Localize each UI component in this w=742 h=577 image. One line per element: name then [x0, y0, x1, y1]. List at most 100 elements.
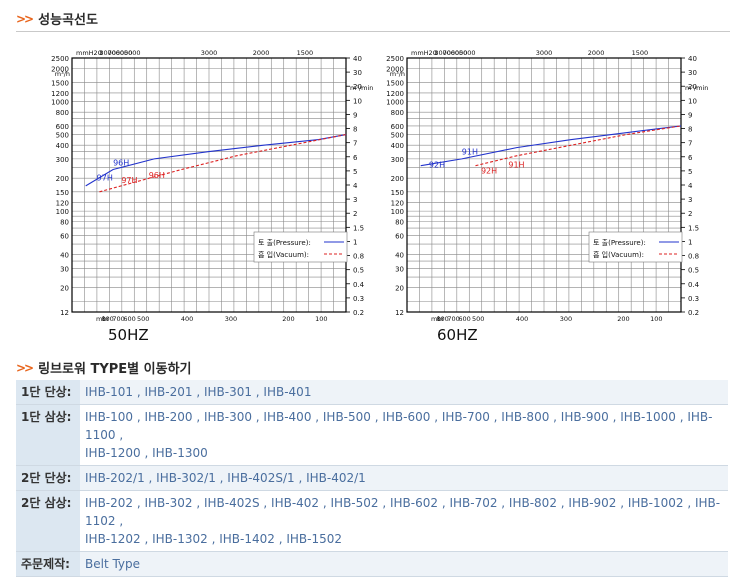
y2-tick-label: 2	[688, 210, 692, 218]
y-tick-label: 60	[395, 232, 404, 240]
y-tick-label: 20	[395, 285, 404, 293]
double-chevron-icon: >>	[16, 360, 34, 375]
y-tick-label: 30	[395, 265, 404, 273]
models-heading-label: 링브로워 TYPE별 이동하기	[38, 362, 192, 377]
y-tick-label: 300	[391, 156, 404, 164]
y-tick-label: 2500	[51, 55, 69, 63]
table-row: 2단 단상: IHB-202/1 , IHB-302/1 , IHB-402S/…	[16, 465, 728, 491]
row-label: 2단 삼상:	[16, 490, 80, 552]
y2-tick-label: 8	[688, 126, 692, 134]
model-links[interactable]: IHB-202/1 , IHB-302/1 , IHB-402S/1 , IHB…	[80, 465, 728, 491]
y2-tick-label: 4	[353, 182, 358, 190]
curve-annotation: 92H	[429, 161, 445, 170]
heading-divider	[16, 31, 730, 32]
x2-tick-label: 7000	[108, 49, 125, 57]
row-label: 2단 단상:	[16, 465, 80, 491]
y-tick-label: 600	[391, 123, 404, 131]
y2-tick-label: 7	[688, 140, 692, 148]
x-tick-label: 600	[123, 315, 135, 323]
y-tick-label: 20	[60, 285, 69, 293]
y-tick-label: 60	[60, 232, 69, 240]
hz-label-60: 60HZ	[437, 326, 478, 344]
y2-tick-label: 0.5	[688, 267, 699, 275]
y2-tick-label: 3	[353, 196, 357, 204]
top-unit: mmH2O	[411, 49, 438, 57]
y-tick-label: 2500	[386, 55, 404, 63]
y-unit-left: m³/h	[390, 70, 405, 78]
y-tick-label: 150	[391, 189, 404, 197]
model-links[interactable]: IHB-202 , IHB-302 , IHB-402S , IHB-402 ,…	[80, 490, 728, 552]
x-tick-label: 200	[282, 315, 294, 323]
y2-tick-label: 5	[353, 168, 357, 176]
y2-tick-label: 5	[688, 168, 692, 176]
y2-tick-label: 0.3	[353, 295, 364, 303]
y2-tick-label: 6	[688, 154, 693, 162]
x2-tick-label: 6000	[116, 49, 133, 57]
y2-tick-label: 30	[353, 69, 362, 77]
y2-tick-label: 0.8	[688, 253, 699, 261]
bottom-unit: mbr	[431, 315, 444, 323]
y-tick-label: 400	[391, 142, 404, 150]
x-tick-label: 700	[447, 315, 459, 323]
y2-tick-label: 9	[353, 111, 357, 119]
y-tick-label: 800	[56, 109, 69, 117]
model-links-line[interactable]: IHB-202 , IHB-302 , IHB-402S , IHB-402 ,…	[85, 496, 721, 528]
y-tick-label: 120	[391, 199, 404, 207]
y-tick-label: 1000	[51, 99, 69, 107]
chart-60hz: 1220304060801001201502003004005006008001…	[386, 49, 708, 323]
y2-tick-label: 40	[688, 55, 697, 63]
model-links-line[interactable]: IHB-1200 , IHB-1300	[85, 446, 208, 460]
x-tick-label: 400	[516, 315, 528, 323]
x-tick-label: 400	[181, 315, 193, 323]
x2-tick-label: 7000	[443, 49, 460, 57]
x2-tick-label: 8000	[434, 49, 451, 57]
x2-tick-label: 3000	[536, 49, 553, 57]
legend-label: 토 출(Pressure):	[593, 238, 646, 247]
y-tick-label: 1000	[386, 99, 404, 107]
model-links[interactable]: IHB-101 , IHB-201 , IHB-301 , IHB-401	[80, 380, 728, 405]
x2-tick-label: 6000	[451, 49, 468, 57]
top-unit: mmH2O	[76, 49, 103, 57]
row-label: 1단 단상:	[16, 380, 80, 405]
y-tick-label: 2000	[386, 66, 404, 74]
y-tick-label: 800	[391, 109, 404, 117]
y2-tick-label: 1	[688, 238, 692, 246]
curve-annotation: 91H	[508, 161, 524, 170]
model-links[interactable]: Belt Type	[80, 551, 728, 577]
y2-tick-label: 0.4	[688, 281, 700, 289]
y2-tick-label: 0.2	[688, 309, 699, 317]
x2-tick-label: 2000	[588, 49, 605, 57]
y-tick-label: 500	[391, 132, 404, 140]
y2-tick-label: 4	[688, 182, 693, 190]
y-unit-right: m³/min	[350, 84, 373, 92]
x2-tick-label: 1500	[297, 49, 314, 57]
y2-tick-label: 9	[688, 111, 692, 119]
model-links-line[interactable]: IHB-1202 , IHB-1302 , IHB-1402 , IHB-150…	[85, 532, 342, 546]
table-row: 1단 단상: IHB-101 , IHB-201 , IHB-301 , IHB…	[16, 380, 728, 405]
y2-tick-label: 20	[688, 83, 697, 91]
y2-tick-label: 1.5	[688, 224, 699, 232]
y2-tick-label: 2	[353, 210, 357, 218]
models-heading: >> 링브로워 TYPE별 이동하기	[16, 358, 192, 378]
y-tick-label: 100	[391, 208, 404, 216]
curve-annotation: 97H	[97, 174, 113, 183]
y-tick-label: 80	[60, 219, 69, 227]
y2-tick-label: 0.5	[353, 267, 364, 275]
model-links-line[interactable]: IHB-100 , IHB-200 , IHB-300 , IHB-400 , …	[85, 410, 713, 442]
performance-heading-label: 성능곡선도	[38, 13, 98, 28]
y2-tick-label: 30	[688, 69, 697, 77]
curve-annotation: 92H	[481, 167, 497, 176]
y-tick-label: 500	[56, 132, 69, 140]
series-line-vacuum	[99, 134, 347, 193]
model-links[interactable]: IHB-100 , IHB-200 , IHB-300 , IHB-400 , …	[80, 404, 728, 466]
model-table: 1단 단상: IHB-101 , IHB-201 , IHB-301 , IHB…	[16, 380, 728, 577]
legend-box	[588, 231, 683, 263]
double-chevron-icon: >>	[16, 11, 34, 26]
y-tick-label: 200	[391, 175, 404, 183]
y-tick-label: 40	[60, 252, 69, 260]
x2-tick-label: 5000	[124, 49, 141, 57]
curve-annotation: 96H	[149, 171, 165, 180]
y-tick-label: 1200	[386, 90, 404, 98]
y-tick-label: 1200	[51, 90, 69, 98]
x-tick-label: 300	[560, 315, 572, 323]
